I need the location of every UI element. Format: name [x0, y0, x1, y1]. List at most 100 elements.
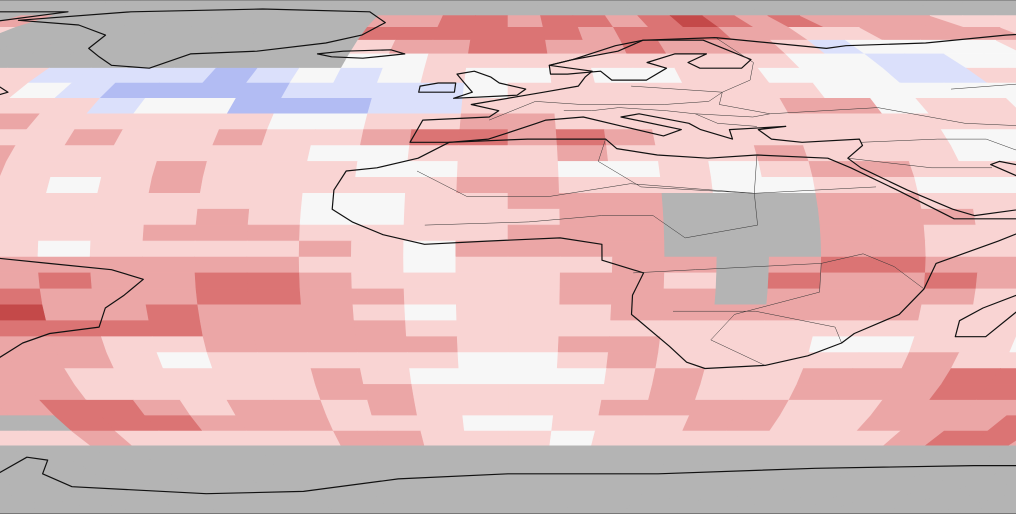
- anomaly-cell: [852, 352, 910, 369]
- anomaly-cell: [113, 368, 172, 385]
- anomaly-cell: [965, 67, 1016, 84]
- coastline-antarctica: [0, 456, 1016, 514]
- anomaly-cell: [611, 272, 665, 290]
- anomaly-cell: [350, 240, 405, 258]
- anomaly-cell: [424, 53, 469, 69]
- anomaly-cell: [507, 415, 554, 432]
- anomaly-cell: [555, 129, 607, 146]
- anomaly-cell: [507, 272, 561, 290]
- anomaly-cell: [475, 498, 509, 509]
- anomaly-cell: [655, 145, 709, 162]
- anomaly-cell: [406, 161, 459, 178]
- anomaly-cell: [89, 240, 144, 258]
- anomaly-cell: [965, 320, 1016, 337]
- anomaly-cell: [545, 39, 588, 55]
- anomaly-cell: [716, 256, 770, 274]
- anomaly-cell: [39, 208, 95, 226]
- anomaly-cell: [447, 507, 481, 514]
- anomaly-cell: [638, 415, 690, 432]
- anomaly-cell: [858, 336, 916, 353]
- anomaly-cell: [507, 161, 560, 178]
- anomaly-cell: [796, 129, 854, 146]
- anomaly-cell: [758, 336, 814, 353]
- anomaly-cell: [973, 288, 1016, 306]
- anomaly-cell: [437, 486, 476, 499]
- anomaly-cell: [559, 272, 613, 290]
- anomaly-cell: [89, 507, 147, 514]
- anomaly-cell: [266, 384, 322, 401]
- anomaly-cell: [0, 208, 43, 226]
- anomaly-cell: [802, 352, 860, 369]
- anomaly-cell: [702, 507, 748, 514]
- anomaly-cell: [960, 98, 1016, 115]
- anomaly-cell: [352, 304, 406, 321]
- anomaly-cell: [611, 256, 666, 274]
- anomaly-cell: [298, 240, 352, 258]
- anomaly-cell: [507, 129, 558, 146]
- anomaly-cell: [455, 272, 509, 290]
- anomaly-cell: [218, 384, 275, 401]
- anomaly-cell: [609, 320, 663, 337]
- country-border: [563, 107, 771, 118]
- anomaly-cell: [38, 272, 93, 290]
- country-border: [489, 85, 723, 121]
- anomaly-cell: [507, 430, 552, 447]
- anomaly-cell: [813, 507, 867, 514]
- anomaly-cell: [37, 240, 92, 258]
- anomaly-cell: [552, 399, 602, 416]
- anomaly-cell: [0, 0, 36, 7]
- country-border: [847, 157, 992, 169]
- anomaly-cell: [266, 113, 322, 130]
- anomaly-cell: [559, 256, 613, 274]
- anomaly-cell: [417, 507, 453, 514]
- landmass-outlines: [0, 8, 1016, 514]
- anomaly-cell: [100, 161, 158, 178]
- anomaly-cell: [552, 98, 602, 115]
- coastline-greenland: [17, 8, 386, 69]
- anomaly-cell: [952, 507, 1016, 514]
- anomaly-cell: [1009, 336, 1016, 353]
- anomaly-cell: [249, 193, 304, 210]
- anomaly-cell: [273, 399, 328, 416]
- anomaly-cell: [632, 67, 683, 84]
- anomaly-cell: [923, 224, 978, 242]
- anomaly-cell: [908, 336, 966, 353]
- anomaly-cell: [611, 288, 665, 306]
- anomaly-cell: [788, 113, 846, 130]
- anomaly-cell: [556, 352, 609, 369]
- anomaly-cell: [708, 336, 763, 353]
- anomaly-cell: [149, 507, 203, 514]
- anomaly-cell: [428, 459, 471, 475]
- anomaly-cell: [50, 161, 108, 178]
- anomaly-cell: [142, 272, 197, 290]
- anomaly-cell: [145, 304, 201, 321]
- anomaly-cell: [409, 129, 461, 146]
- anomaly-cell: [688, 399, 743, 416]
- anomaly-cell: [376, 430, 425, 447]
- anomaly-cell: [660, 320, 714, 337]
- anomaly-cell: [299, 272, 353, 290]
- anomaly-cell: [459, 113, 509, 130]
- anomaly-cell: [688, 98, 743, 115]
- anomaly-cell: [537, 5, 574, 16]
- country-border: [633, 263, 822, 366]
- anomaly-cell: [456, 320, 509, 337]
- anomaly-cell: [64, 129, 124, 146]
- anomaly-cell: [256, 352, 312, 369]
- anomaly-cell: [403, 208, 457, 226]
- anomaly-cell: [0, 193, 47, 210]
- anomaly-cell: [590, 507, 629, 514]
- anomaly-cell: [507, 67, 552, 84]
- anomaly-cell: [556, 145, 609, 162]
- anomaly-cell: [367, 399, 418, 416]
- anomaly-cell: [475, 5, 509, 16]
- anomaly-cell: [246, 240, 300, 258]
- anomaly-cell: [788, 384, 846, 401]
- anomaly-cell: [869, 208, 925, 226]
- anomaly-cell: [965, 177, 1016, 194]
- anomaly-cell: [371, 415, 422, 432]
- anomaly-cell: [333, 67, 384, 84]
- anomaly-cell: [866, 304, 923, 321]
- anomaly-cell: [923, 272, 978, 290]
- anomaly-cell: [304, 336, 358, 353]
